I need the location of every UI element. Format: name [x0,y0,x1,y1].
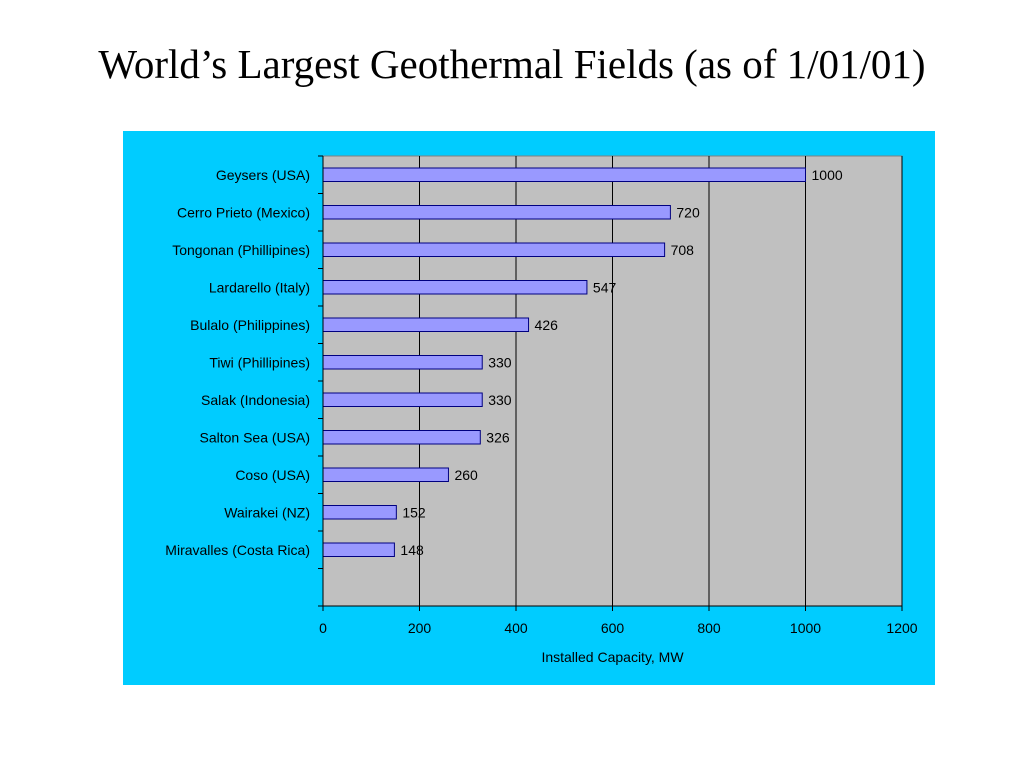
bar [322,167,806,182]
category-label: Tongonan (Phillipines) [172,242,310,258]
x-tick-label: 600 [601,620,625,636]
bar [322,205,671,220]
x-tick-label: 0 [319,620,327,636]
category-label: Coso (USA) [235,467,310,483]
value-label: 1000 [812,167,843,183]
value-label: 148 [400,542,424,558]
bar [322,430,481,445]
value-label: 708 [671,242,695,258]
bars [322,167,806,557]
value-label: 426 [535,317,559,333]
value-label: 330 [488,354,512,370]
bar [322,392,483,407]
value-label: 720 [676,204,700,220]
category-label: Lardarello (Italy) [209,279,310,295]
category-label: Tiwi (Phillipines) [209,354,310,370]
value-label: 152 [402,504,426,520]
x-tick-labels: 0 200 400 600 800 1000 1200 [319,620,918,636]
category-label: Salton Sea (USA) [200,429,311,445]
bar [322,467,449,482]
x-tick-label: 200 [408,620,432,636]
value-label: 547 [593,279,617,295]
bar [322,505,397,520]
value-labels: 1000 720 708 547 426 330 330 326 260 152 148 [400,167,842,558]
category-label: Cerro Prieto (Mexico) [177,204,310,220]
category-label: Geysers (USA) [216,167,310,183]
x-tick-label: 1200 [886,620,917,636]
category-label: Miravalles (Costa Rica) [165,542,310,558]
value-label: 260 [454,467,478,483]
gridlines [419,156,903,606]
category-labels: Geysers (USA) Cerro Prieto (Mexico) Tongon… [165,167,310,558]
x-axis-title: Installed Capacity, MW [541,649,684,665]
axes [318,155,903,611]
bar [322,355,483,370]
category-label: Wairakei (NZ) [224,504,310,520]
chart-panel: Geysers (USA) Cerro Prieto (Mexico) Tongon… [123,131,935,685]
category-label: Salak (Indonesia) [201,392,310,408]
x-tick-label: 400 [504,620,528,636]
bar [322,317,530,332]
bar [322,542,395,557]
x-tick-label: 1000 [790,620,821,636]
value-label: 330 [488,392,512,408]
bar-chart: Geysers (USA) Cerro Prieto (Mexico) Tongon… [123,131,935,685]
x-tick-label: 800 [697,620,721,636]
category-label: Bulalo (Philippines) [190,317,310,333]
value-label: 326 [486,429,510,445]
bar [322,280,588,295]
slide-title: World’s Largest Geothermal Fields (as of… [98,41,926,87]
bar [322,242,666,257]
